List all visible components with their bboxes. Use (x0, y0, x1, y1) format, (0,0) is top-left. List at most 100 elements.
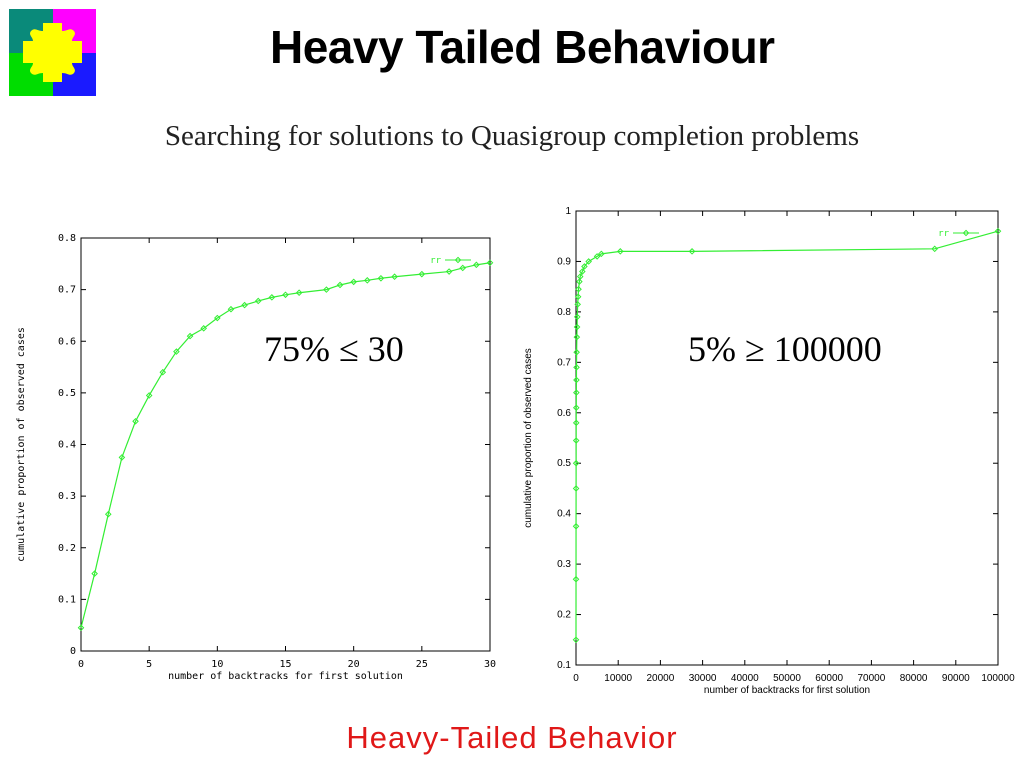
chart-backtracks-large: 0.1 0.2 0.3 0.4 0.5 0.6 0.7 0.8 0.9 1 0 10000 20000 3… (523, 206, 1015, 696)
data-point (91, 570, 98, 577)
data-point (282, 291, 289, 299)
y-tick-label: 0.1 (557, 660, 571, 671)
x-axis-label: number of backtracks for first solution (168, 671, 403, 682)
y-tick-label: 0.9 (557, 256, 571, 267)
data-point (572, 522, 580, 530)
data-point (572, 459, 580, 467)
y-tick-label: 0.7 (58, 285, 76, 296)
y-tick-label: 0.4 (58, 440, 76, 451)
data-point (598, 250, 605, 258)
x-tick-label: 100000 (981, 673, 1015, 684)
y-axis-label: cumulative proportion of observed cases (523, 348, 534, 528)
data-point (186, 332, 194, 340)
x-tick-label: 10000 (604, 673, 632, 684)
legend-label: rr (938, 229, 949, 239)
data-point (573, 333, 581, 341)
x-tick-label: 20 (348, 659, 360, 670)
annotation-left: 75% ≤ 30 (264, 329, 404, 369)
data-point (572, 485, 580, 492)
x-axis-label: number of backtracks for first solution (704, 685, 870, 696)
data-point (323, 286, 330, 293)
data-point (159, 368, 167, 376)
data-point (617, 248, 624, 255)
data-point (573, 376, 580, 384)
y-tick-label: 0.3 (58, 491, 76, 502)
data-point (132, 417, 139, 425)
data-point (573, 348, 580, 356)
y-tick-label: 0.4 (557, 509, 571, 520)
puzzle-logo-icon (9, 9, 96, 96)
y-tick-label: 0.1 (58, 594, 76, 605)
plot-frame (80, 237, 491, 652)
legend-label: rr (430, 256, 441, 266)
x-tick-label: 20000 (646, 673, 674, 684)
data-point (573, 323, 581, 331)
data-point (391, 273, 398, 281)
data-point (931, 245, 939, 253)
data-point (572, 636, 580, 644)
x-tick-label: 50000 (773, 673, 801, 684)
data-point (574, 301, 581, 308)
data-point (575, 285, 582, 293)
data-point (593, 253, 601, 260)
series-line (575, 230, 999, 640)
data-point (77, 624, 85, 632)
logo-puzzle-piece (23, 23, 82, 82)
data-point (418, 270, 426, 278)
data-point (350, 278, 357, 286)
data-point (459, 264, 467, 272)
data-point (585, 258, 592, 265)
data-point (574, 293, 582, 301)
legend-marker (962, 229, 970, 237)
y-tick-label: 0.8 (557, 307, 571, 318)
data-point (572, 575, 580, 583)
legend-marker (454, 256, 462, 264)
y-tick-label: 0 (70, 646, 76, 657)
data-point (363, 277, 371, 284)
y-tick-label: 0.2 (58, 543, 76, 554)
data-point (118, 454, 126, 461)
x-tick-label: 70000 (857, 673, 885, 684)
data-point (145, 392, 153, 399)
data-point (994, 227, 1002, 235)
x-tick-label: 15 (279, 659, 291, 670)
y-tick-label: 0.8 (58, 233, 76, 244)
data-point (573, 313, 581, 321)
y-tick-label: 1 (565, 206, 571, 217)
data-point (572, 437, 580, 444)
x-tick-label: 0 (78, 659, 84, 670)
x-tick-label: 10 (211, 659, 223, 670)
data-point (576, 273, 584, 280)
data-point (295, 289, 303, 297)
series-line (80, 262, 491, 628)
page-title: Heavy Tailed Behaviour (270, 21, 775, 73)
data-point (104, 510, 112, 518)
data-point (572, 404, 580, 412)
x-tick-label: 60000 (815, 673, 843, 684)
chart-backtracks-small: 0 0.1 0.2 0.3 0.4 0.5 0.6 0.7 0.8 0 5 10 15 20 25 30 num… (16, 233, 496, 682)
y-axis-label: cumulative proportion of observed cases (16, 327, 27, 562)
x-tick-label: 25 (416, 659, 428, 670)
plot-frame (575, 210, 999, 666)
data-point (173, 348, 180, 355)
data-point (336, 281, 344, 289)
x-tick-label: 40000 (731, 673, 759, 684)
data-point (214, 314, 221, 322)
x-tick-label: 90000 (942, 673, 970, 684)
data-point (473, 261, 480, 269)
data-point (573, 364, 580, 371)
data-point (241, 301, 248, 309)
y-tick-label: 0.6 (58, 336, 76, 347)
footer-caption: Heavy-Tailed Behavior (346, 720, 678, 755)
data-point (572, 419, 580, 427)
y-tick-label: 0.5 (557, 458, 571, 469)
x-tick-label: 80000 (900, 673, 928, 684)
data-point (579, 268, 586, 275)
x-tick-label: 30 (484, 659, 496, 670)
data-point (377, 274, 385, 282)
y-tick-label: 0.7 (557, 357, 571, 368)
y-tick-label: 0.6 (557, 408, 571, 419)
data-point (486, 259, 494, 267)
x-tick-label: 0 (573, 673, 579, 684)
data-point (445, 268, 453, 275)
